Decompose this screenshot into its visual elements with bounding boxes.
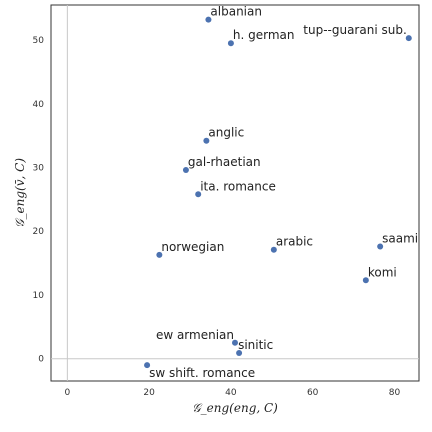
data-point [232,339,238,346]
point-label: komi [368,265,397,279]
plot-frame [50,4,420,382]
data-point [377,243,384,250]
x-tick-label: 20 [143,388,155,398]
point-label: h. german [233,28,295,42]
y-tick-label: 30 [33,164,45,174]
y-tick-label: 0 [38,355,44,365]
point-label: norwegian [161,240,224,254]
point-label: gal-rhaetian [188,155,261,169]
x-tick-label: 60 [307,388,319,398]
y-axis-label: 𝒢_eng(v̄, C) [13,158,27,228]
data-point [405,35,412,42]
x-tick-label: 0 [64,388,70,398]
x-axis-ticks: 0 20 40 60 80 [64,388,400,398]
y-tick-label: 50 [33,36,45,46]
x-tick-label: 80 [389,388,401,398]
data-point [144,362,151,369]
point-label: arabic [276,235,313,249]
data-points [144,16,412,369]
y-axis-ticks: 0 10 20 30 40 50 [33,36,45,365]
y-tick-label: 20 [33,227,45,237]
data-point [182,167,189,174]
point-label: albanian [210,5,262,19]
y-tick-label: 40 [33,100,45,110]
point-label: anglic [208,126,244,140]
data-point [227,40,234,47]
point-label: ita. romance [200,179,276,193]
point-label: tup--guarani sub. [303,23,407,37]
data-point [236,349,243,356]
data-point [270,246,277,253]
data-point [205,16,212,23]
point-labels: albanian h. german tup--guarani sub. anglic… [149,5,418,380]
x-tick-label: 40 [225,388,237,398]
point-label: saami [382,232,418,246]
point-label: sinitic [238,338,273,352]
point-label: ew armenian [156,328,234,342]
data-point [203,137,210,144]
reference-lines [51,5,419,381]
y-tick-label: 10 [33,291,45,301]
point-label: sw shift. romance [149,366,255,380]
data-point [156,251,163,258]
data-point [362,277,369,284]
x-axis-label: 𝒢_eng(eng, C) [192,401,278,415]
data-point [195,191,202,198]
